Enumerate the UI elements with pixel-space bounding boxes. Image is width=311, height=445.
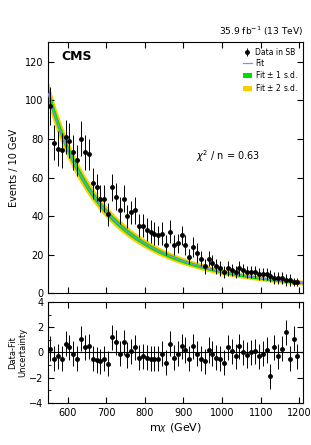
Legend: Data in SB, Fit, Fit $\pm$ 1 s.d., Fit $\pm$ 2 s.d.: Data in SB, Fit, Fit $\pm$ 1 s.d., Fit $… bbox=[241, 46, 299, 95]
Fit bbox=[198, 263, 202, 269]
Fit bbox=[112, 218, 116, 223]
Fit bbox=[46, 91, 50, 96]
Fit bbox=[303, 280, 307, 286]
Text: CMS: CMS bbox=[61, 50, 91, 63]
Fit bbox=[163, 251, 166, 256]
Text: 35.9 fb$^{-1}$ (13 TeV): 35.9 fb$^{-1}$ (13 TeV) bbox=[219, 24, 303, 38]
Y-axis label: Events / 10 GeV: Events / 10 GeV bbox=[9, 129, 19, 207]
Fit bbox=[92, 193, 95, 198]
Text: $\chi^{2}$ / n = 0.63: $\chi^{2}$ / n = 0.63 bbox=[196, 148, 260, 164]
Fit bbox=[240, 273, 244, 278]
X-axis label: m$_{X}$ (GeV): m$_{X}$ (GeV) bbox=[149, 422, 202, 435]
Line: Fit: Fit bbox=[48, 93, 305, 283]
Fit bbox=[218, 268, 222, 274]
Y-axis label: Data-Fit
Uncertainty: Data-Fit Uncertainty bbox=[8, 328, 28, 377]
